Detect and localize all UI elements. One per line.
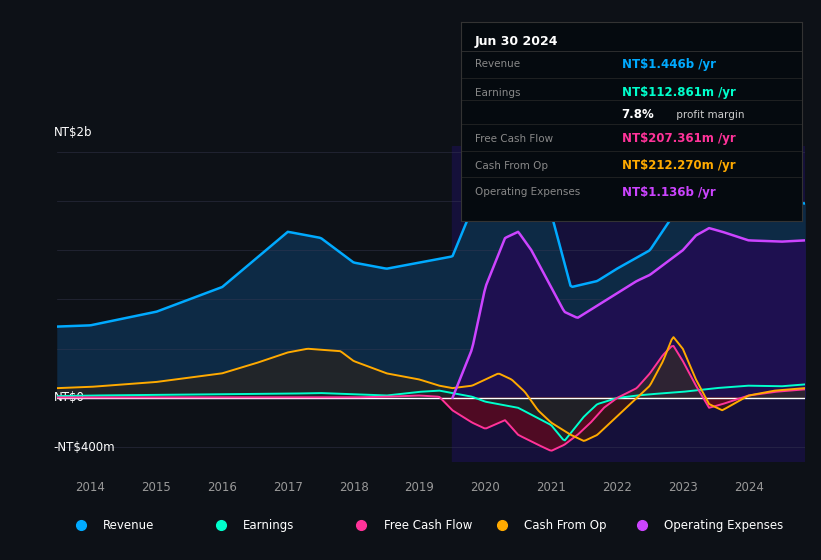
- Text: Revenue: Revenue: [475, 59, 521, 69]
- Text: Cash From Op: Cash From Op: [475, 161, 548, 171]
- Text: 2014: 2014: [76, 482, 105, 494]
- Text: Operating Expenses: Operating Expenses: [475, 188, 580, 197]
- Text: NT$1.136b /yr: NT$1.136b /yr: [621, 186, 715, 199]
- Text: 2018: 2018: [339, 482, 369, 494]
- Text: NT$1.446b /yr: NT$1.446b /yr: [621, 58, 716, 71]
- Text: 2022: 2022: [602, 482, 632, 494]
- Text: 2017: 2017: [273, 482, 303, 494]
- Text: 2024: 2024: [734, 482, 764, 494]
- Text: -NT$400m: -NT$400m: [53, 441, 116, 454]
- Text: Revenue: Revenue: [103, 519, 154, 532]
- Text: Earnings: Earnings: [475, 88, 521, 98]
- Text: 2023: 2023: [668, 482, 698, 494]
- Text: Free Cash Flow: Free Cash Flow: [475, 134, 553, 144]
- Bar: [452, 146, 805, 462]
- Text: NT$0: NT$0: [53, 391, 85, 404]
- Text: 2016: 2016: [207, 482, 237, 494]
- Text: Free Cash Flow: Free Cash Flow: [383, 519, 472, 532]
- Text: NT$2b: NT$2b: [53, 126, 92, 139]
- Text: 2019: 2019: [405, 482, 434, 494]
- Text: Operating Expenses: Operating Expenses: [664, 519, 783, 532]
- Text: Earnings: Earnings: [243, 519, 295, 532]
- Text: NT$112.861m /yr: NT$112.861m /yr: [621, 86, 736, 100]
- Text: 2015: 2015: [141, 482, 171, 494]
- Text: NT$207.361m /yr: NT$207.361m /yr: [621, 132, 736, 145]
- Text: Cash From Op: Cash From Op: [524, 519, 607, 532]
- Text: 2021: 2021: [536, 482, 566, 494]
- Text: 2020: 2020: [470, 482, 500, 494]
- Text: Jun 30 2024: Jun 30 2024: [475, 35, 558, 48]
- Text: 7.8%: 7.8%: [621, 108, 654, 122]
- Text: profit margin: profit margin: [672, 110, 744, 120]
- Text: NT$212.270m /yr: NT$212.270m /yr: [621, 159, 735, 172]
